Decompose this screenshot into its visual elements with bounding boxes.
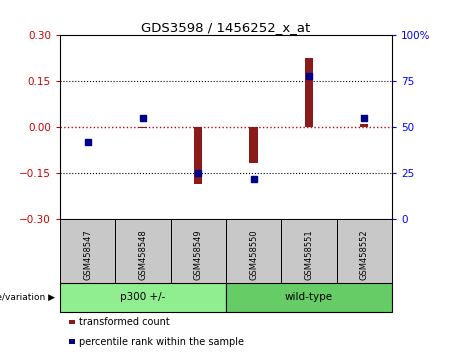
Bar [360,124,368,127]
Text: percentile rank within the sample: percentile rank within the sample [79,337,244,347]
Bar [305,58,313,127]
Point [195,171,202,176]
Title: GDS3598 / 1456252_x_at: GDS3598 / 1456252_x_at [141,21,311,34]
Text: GSM458549: GSM458549 [194,229,203,280]
Text: p300 +/-: p300 +/- [120,292,165,302]
Text: GSM458552: GSM458552 [360,229,369,280]
Text: GSM458550: GSM458550 [249,229,258,280]
Text: wild-type: wild-type [285,292,333,302]
Text: transformed count: transformed count [79,317,170,327]
Text: GSM458548: GSM458548 [138,229,148,280]
Point [361,115,368,121]
Bar [139,127,147,129]
Text: GSM458547: GSM458547 [83,229,92,280]
Bar [249,127,258,163]
Point [305,73,313,79]
Text: GSM458551: GSM458551 [304,229,313,280]
Text: genotype/variation ▶: genotype/variation ▶ [0,293,55,302]
Point [250,176,257,182]
Point [139,115,147,121]
Bar [194,127,202,184]
Point [84,139,91,145]
